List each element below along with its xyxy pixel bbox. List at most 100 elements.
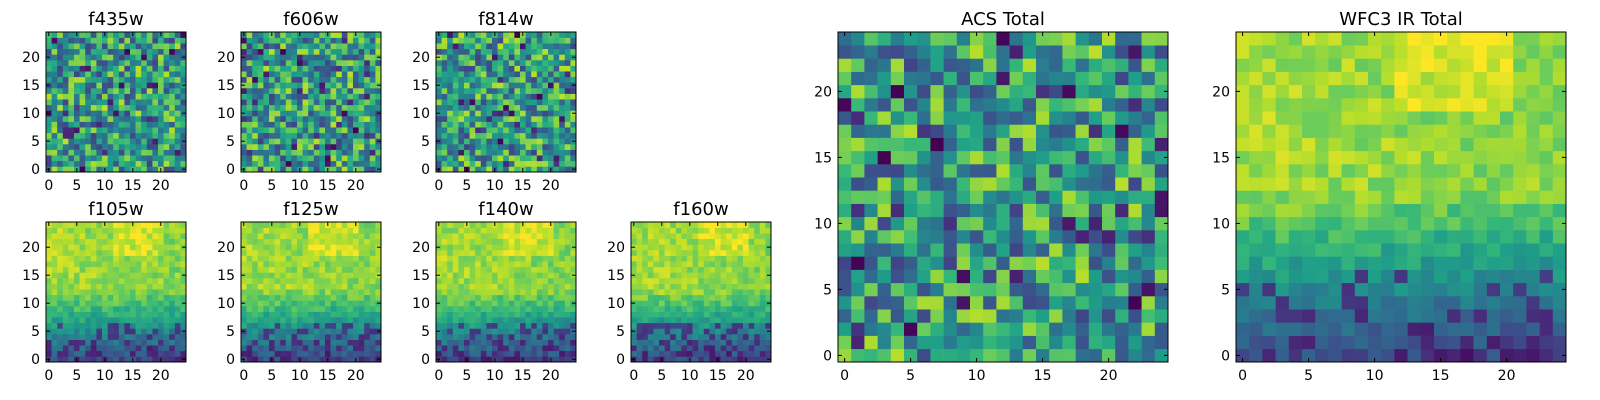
heatmap-cell — [525, 278, 532, 284]
heatmap-cell — [369, 48, 376, 55]
heatmap-cell — [452, 160, 459, 167]
heatmap-cell — [152, 149, 159, 156]
heatmap-cell — [369, 155, 376, 162]
heatmap-cell — [486, 99, 493, 106]
heatmap-cell — [308, 43, 315, 50]
heatmap-cell — [542, 138, 549, 145]
heatmap-cell — [369, 322, 376, 329]
heatmap-cell — [96, 339, 103, 346]
heatmap-cell — [458, 283, 465, 290]
y-tick-label: 20 — [412, 50, 430, 66]
heatmap-cell — [492, 278, 498, 284]
y-tick-label: 5 — [226, 324, 235, 340]
heatmap-cell — [508, 121, 515, 128]
heatmap-cell — [285, 32, 292, 38]
heatmap-cell — [241, 261, 247, 268]
heatmap-cell — [341, 32, 348, 38]
heatmap-cell — [703, 294, 710, 301]
heatmap-cell — [464, 278, 470, 284]
heatmap-cell — [469, 93, 476, 100]
heatmap-cell — [1036, 282, 1050, 297]
heatmap-cell — [631, 238, 637, 245]
heatmap-cell — [319, 37, 326, 44]
heatmap-cell — [135, 266, 142, 273]
heatmap-cell — [748, 238, 755, 245]
heatmap-cell — [169, 272, 176, 279]
heatmap-cell — [118, 166, 125, 173]
heatmap-cell — [308, 71, 315, 78]
heatmap-cell — [447, 339, 454, 346]
heatmap-cell — [85, 317, 92, 324]
heatmap-cell — [358, 132, 365, 139]
heatmap-cell — [564, 233, 571, 240]
heatmap-cell — [1009, 296, 1024, 310]
heatmap-cell — [241, 311, 247, 318]
heatmap-cell — [452, 76, 459, 83]
heatmap-cell — [553, 93, 560, 100]
heatmap-cell — [252, 138, 259, 145]
heatmap-cell — [158, 300, 164, 307]
heatmap-cell — [970, 203, 984, 218]
heatmap-cell — [113, 350, 120, 357]
heatmap-cell — [141, 227, 148, 234]
heatmap-cell — [525, 60, 532, 66]
heatmap-cell — [559, 233, 566, 240]
heatmap-cell — [263, 149, 270, 156]
heatmap-cell — [548, 160, 554, 167]
heatmap-cell — [681, 222, 688, 228]
heatmap-cell — [553, 317, 560, 324]
heatmap-cell — [180, 350, 187, 357]
heatmap-cell — [68, 127, 75, 134]
heatmap-cell — [748, 227, 755, 234]
heatmap-cell — [124, 317, 131, 324]
heatmap-cell — [458, 149, 465, 156]
heatmap-cell — [548, 289, 554, 296]
heatmap-cell — [124, 222, 131, 228]
heatmap-cell — [274, 233, 281, 240]
heatmap-cell — [79, 88, 86, 94]
heatmap-cell — [698, 250, 705, 256]
heatmap-cell — [107, 104, 114, 111]
heatmap-cell — [687, 322, 693, 329]
heatmap-cell — [636, 350, 643, 357]
heatmap-cell — [715, 350, 721, 357]
heatmap-cell — [152, 272, 159, 279]
heatmap-cell — [141, 43, 148, 50]
heatmap-cell — [152, 278, 159, 284]
heatmap-cell — [692, 356, 699, 363]
heatmap-cell — [313, 99, 320, 106]
heatmap-cell — [754, 278, 761, 284]
heatmap-cell — [341, 93, 348, 100]
heatmap-cell — [447, 65, 454, 72]
heatmap-cell — [492, 306, 498, 312]
heatmap-cell — [542, 144, 549, 150]
heatmap-cell — [675, 255, 682, 262]
heatmap-cell — [452, 334, 459, 340]
heatmap-cell — [675, 306, 682, 312]
heatmap-cell — [436, 48, 442, 55]
heatmap-cell — [102, 155, 108, 162]
heatmap-cell — [698, 255, 705, 262]
heatmap-cell — [135, 283, 142, 290]
heatmap-cell — [347, 283, 354, 290]
heatmap-cell — [486, 65, 493, 72]
heatmap-cell — [525, 356, 532, 363]
heatmap-cell — [330, 144, 337, 150]
heatmap-cell — [62, 317, 69, 324]
heatmap-cell — [291, 104, 298, 111]
heatmap-cell — [548, 306, 554, 312]
heatmap-cell — [263, 317, 270, 324]
heatmap-cell — [141, 339, 148, 346]
heatmap-cell — [174, 149, 181, 156]
heatmap-cell — [241, 60, 247, 66]
heatmap-cell — [996, 190, 1010, 204]
heatmap-cell — [464, 60, 470, 66]
heatmap-cell — [475, 289, 482, 296]
heatmap-cell — [441, 278, 448, 284]
heatmap-cell — [441, 255, 448, 262]
heatmap-cell — [302, 60, 309, 66]
heatmap-cell — [687, 294, 693, 301]
heatmap-cell — [135, 88, 142, 94]
heatmap-cell — [118, 93, 125, 100]
heatmap-cell — [1115, 230, 1129, 244]
